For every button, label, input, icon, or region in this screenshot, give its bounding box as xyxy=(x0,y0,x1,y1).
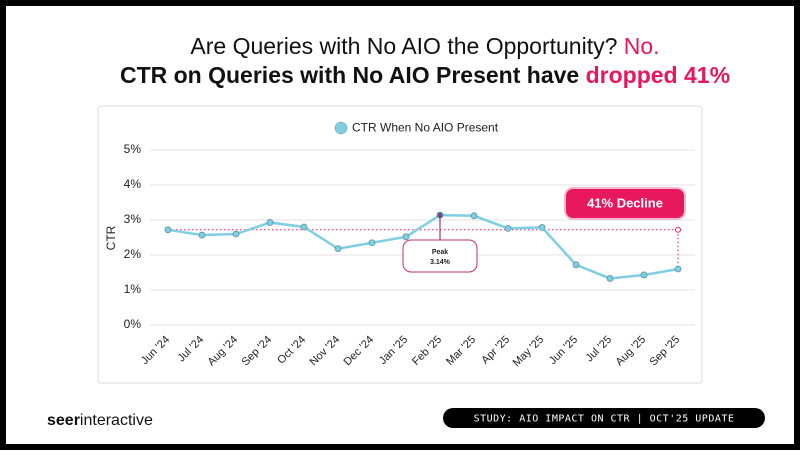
badge-text: STUDY: AIO IMPACT ON CTR | OCT'25 UPDATE xyxy=(474,414,735,425)
point xyxy=(674,265,682,273)
chart-card xyxy=(97,105,703,384)
y-tick-label: 4% xyxy=(124,177,142,191)
logo: seerinteractive xyxy=(47,412,153,429)
point xyxy=(368,239,376,247)
point xyxy=(232,230,240,238)
point xyxy=(538,223,546,231)
legend-marker xyxy=(334,121,348,135)
title-accent: No. xyxy=(624,33,660,59)
point xyxy=(402,233,410,241)
point xyxy=(470,212,478,220)
y-tick-label: 2% xyxy=(124,247,142,261)
peak-value: 3.14% xyxy=(430,259,451,266)
title-line2: CTR on Queries with No AIO Present have … xyxy=(120,62,730,88)
point xyxy=(606,275,614,282)
badge xyxy=(443,408,765,428)
series-line xyxy=(167,213,679,280)
point xyxy=(164,226,172,234)
point xyxy=(572,261,580,269)
y-axis-label: CTR xyxy=(104,225,118,250)
point xyxy=(266,219,274,226)
peak-callout xyxy=(402,239,478,273)
point xyxy=(640,271,648,279)
point xyxy=(300,223,308,231)
y-tick-label: 3% xyxy=(124,212,142,226)
decline-text: 41% Decline xyxy=(587,195,663,210)
logo-regular: interactive xyxy=(80,412,153,429)
point xyxy=(504,224,512,232)
logo-bold: seer xyxy=(47,412,80,429)
title-text: Are Queries with No AIO the Opportunity? xyxy=(190,33,617,59)
legend-label: CTR When No AIO Present xyxy=(352,121,499,135)
y-tick-label: 1% xyxy=(124,282,142,296)
title-accent: dropped 41% xyxy=(586,62,730,88)
title-line1: Are Queries with No AIO the Opportunity?… xyxy=(190,33,659,59)
decline-badge xyxy=(564,187,686,220)
peak-title: Peak xyxy=(432,249,448,256)
point xyxy=(198,231,206,239)
reference-dot xyxy=(675,226,681,233)
y-tick-label: 5% xyxy=(124,142,142,156)
title-text: CTR on Queries with No AIO Present have xyxy=(120,62,579,88)
point xyxy=(334,245,342,253)
y-tick-label: 0% xyxy=(124,317,142,331)
